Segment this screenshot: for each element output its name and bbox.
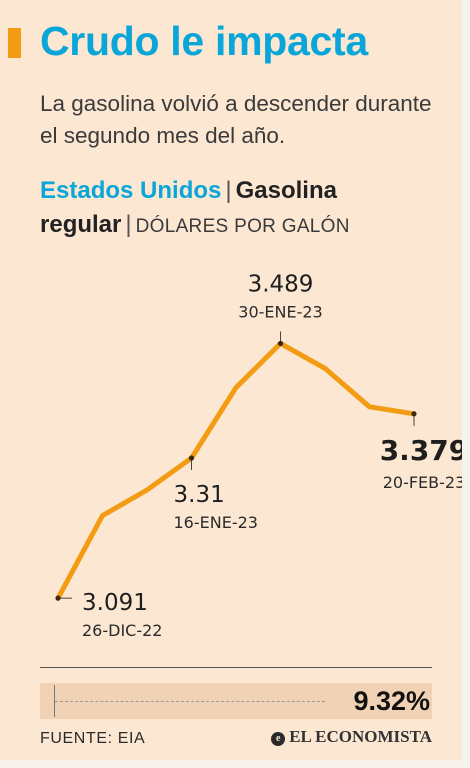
page-title: Crudo le impacta (40, 18, 368, 64)
data-label-date: 30-ENE-23 (238, 302, 322, 321)
divider (40, 667, 432, 668)
chart-heading-country: Estados Unidos (40, 177, 222, 204)
data-point (277, 340, 284, 347)
chart-heading: Estados Unidos | Gasolina regular | DÓLARES … (40, 174, 460, 244)
data-label-value: 3.379 (380, 434, 462, 467)
series-line (55, 340, 417, 601)
line-chart: 3.091 26-DIC-22 3.31 16-ENE-23 3.489 30-ENE-2… (55, 271, 462, 640)
heading-separator: | (125, 211, 132, 238)
change-summary: 9.32% (40, 683, 432, 719)
chart-heading-unit: DÓLARES POR GALÓN (135, 216, 350, 237)
data-label-value: 3.489 (248, 271, 314, 297)
heading-separator: | (225, 177, 232, 204)
data-point (188, 455, 195, 461)
chart-heading-product: Gasolina regular (40, 177, 337, 238)
source-label: FUENTE: EIA (40, 730, 146, 747)
change-value: 9.32% (353, 686, 430, 716)
data-point (411, 411, 417, 417)
change-dash-line (55, 701, 325, 702)
data-point (55, 595, 61, 601)
data-label-date: 26-DIC-22 (82, 621, 162, 640)
change-tick (54, 685, 55, 717)
accent-bar (8, 28, 21, 58)
data-label-value: 3.091 (82, 590, 148, 616)
brand-logo-icon: e (271, 732, 286, 746)
subtitle: La gasolina volvió a descender durante e… (40, 91, 432, 148)
data-label-date: 20-FEB-23 (383, 473, 462, 492)
brand-name: EL ECONOMISTA (289, 727, 432, 746)
data-label-date: 16-ENE-23 (174, 513, 258, 532)
data-label-value: 3.31 (174, 482, 225, 508)
brand-logo: e EL ECONOMISTA (271, 727, 432, 747)
